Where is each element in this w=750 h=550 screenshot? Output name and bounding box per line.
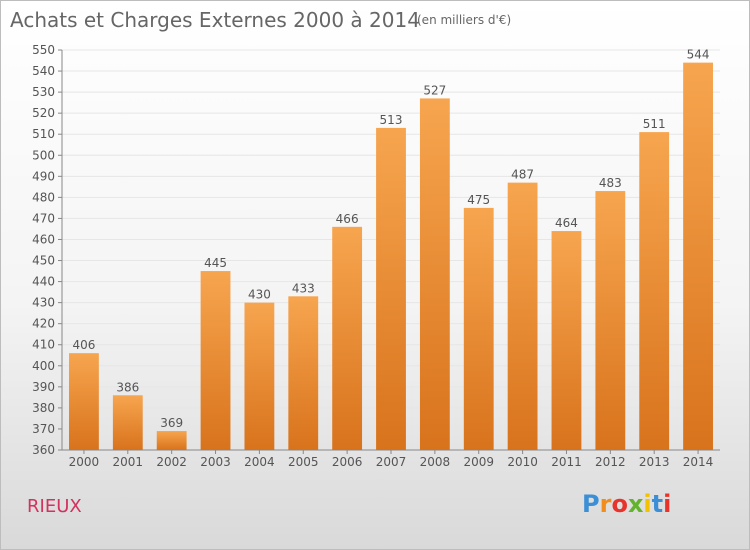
y-tick-label: 500 [32,148,55,162]
chart-subtitle: (en milliers d'€) [417,13,512,27]
data-label-2010: 487 [511,168,534,182]
x-tick-label-2001: 2001 [113,455,144,469]
y-tick-label: 450 [32,254,55,268]
data-label-2012: 483 [599,176,622,190]
bar-2009 [463,207,494,450]
bar-2013 [639,132,670,450]
data-label-2000: 406 [72,338,95,352]
y-tick-label: 510 [32,127,55,141]
logo-letter: t [651,490,664,518]
data-label-2001: 386 [116,380,139,394]
y-tick-label: 380 [32,401,55,415]
bar-2008 [419,98,450,450]
bar-2006 [332,226,363,450]
data-label-2013: 511 [643,117,666,131]
bar-2011 [551,231,582,450]
bar-2014 [683,62,713,450]
y-tick-label: 410 [32,338,55,352]
y-tick-label: 420 [32,317,55,331]
y-tick-label: 400 [32,359,55,373]
data-label-2004: 430 [248,288,271,302]
data-label-2002: 369 [160,416,183,430]
y-tick-label: 470 [32,211,55,225]
bar-2007 [376,127,406,450]
x-tick-label-2006: 2006 [332,455,363,469]
x-tick-label-2002: 2002 [156,455,187,469]
bar-layer [69,62,713,451]
bar-2002 [156,431,187,450]
proxiti-logo: Proxiti [582,490,671,518]
x-tick-label-2011: 2011 [551,455,582,469]
y-tick-label: 430 [32,296,55,310]
x-tick-label-2004: 2004 [244,455,275,469]
y-tick-label: 540 [32,64,55,78]
x-tick-label-2007: 2007 [376,455,407,469]
data-label-2003: 445 [204,256,227,270]
data-label-2014: 544 [687,48,710,62]
data-label-2006: 466 [336,212,359,226]
bar-2010 [507,182,538,450]
y-tick-label: 460 [32,232,55,246]
bar-2004 [244,302,275,450]
data-label-2009: 475 [467,193,490,207]
bar-2005 [288,296,319,450]
logo-letter: x [627,490,644,518]
x-tick-label-2005: 2005 [288,455,319,469]
bar-2012 [595,191,626,451]
y-tick-label: 530 [32,85,55,99]
y-tick-label: 550 [32,43,55,57]
data-label-2008: 527 [423,83,446,97]
data-label-2011: 464 [555,216,578,230]
x-tick-label-2008: 2008 [420,455,451,469]
y-tick-label: 480 [32,190,55,204]
logo-letter: o [611,490,628,518]
y-tick-label: 360 [32,443,55,457]
bar-2001 [112,395,143,450]
x-tick-label-2000: 2000 [69,455,100,469]
bar-2000 [69,353,99,450]
bar-2003 [200,271,231,450]
x-tick-label-2012: 2012 [595,455,626,469]
x-tick-label-2003: 2003 [200,455,231,469]
x-tick-label-2009: 2009 [463,455,494,469]
logo-letter: i [643,490,652,518]
x-tick-label-2014: 2014 [683,455,714,469]
y-tick-label: 390 [32,380,55,394]
chart-title: Achats et Charges Externes 2000 à 2014 [10,8,420,32]
x-tick-label-2010: 2010 [507,455,538,469]
data-label-2005: 433 [292,281,315,295]
logo-letter: i [663,490,672,518]
data-label-2007: 513 [380,113,403,127]
place-name: RIEUX [27,496,82,517]
x-tick-label-2013: 2013 [639,455,670,469]
y-tick-label: 370 [32,422,55,436]
y-tick-label: 490 [32,169,55,183]
logo-letter: r [599,490,612,518]
y-tick-label: 440 [32,275,55,289]
label-layer: 406 386 369 445 430 433 466 513 527 475 487 464 483 5… [72,48,709,430]
logo-letter: P [582,490,600,518]
y-tick-label: 520 [32,106,55,120]
